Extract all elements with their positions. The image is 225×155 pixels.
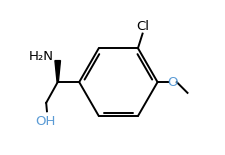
Text: O: O xyxy=(167,76,177,89)
Text: OH: OH xyxy=(35,115,55,128)
Text: H₂N: H₂N xyxy=(29,50,54,63)
Text: Cl: Cl xyxy=(135,20,148,33)
Polygon shape xyxy=(55,61,60,82)
